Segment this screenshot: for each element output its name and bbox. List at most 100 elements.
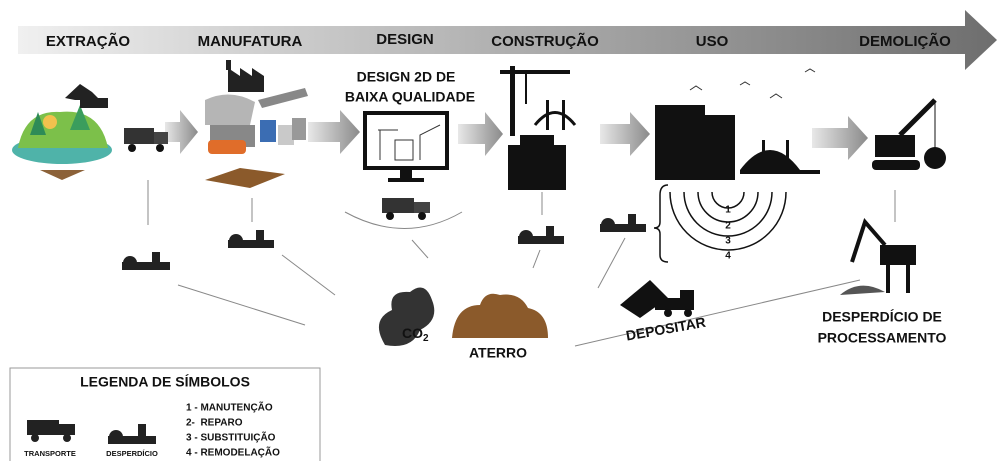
extraction-icon-part [40,170,85,180]
dump-truck-icon-part [680,290,694,310]
processing-icon [840,222,916,295]
legend-item: 1 - MANUTENÇÃO [186,401,273,414]
construction-icon-part [500,70,570,74]
processing-waste-label: PROCESSAMENTO [818,330,947,346]
processing-waste-label: DESPERDÍCIO DE [822,309,942,325]
cycle-rings-part [654,185,668,262]
construction-icon-part [508,145,566,190]
waste-icon [122,214,646,270]
waste-icon-part [229,234,243,248]
use-icon-part [655,105,705,180]
demolition-icon-part [875,135,915,157]
processing-icon-part [906,265,910,293]
legend-transport-icon-part [63,434,71,442]
extraction-icon-part [65,84,100,100]
manufacturing-icon-part [205,94,255,125]
legend-item: 3 - SUBSTITUIÇÃO [186,431,276,444]
design-icon-part [400,168,412,178]
legend-waste-icon-part [109,430,123,444]
transport-icon-part [386,212,394,220]
waste-icon-part [123,256,137,270]
transport-icon-part [418,212,426,220]
use-icon-part [762,140,765,170]
transport-icon-part [156,144,164,152]
manufacturing-icon-part [228,68,264,92]
extraction-icon-part [18,112,108,148]
flow-arrows-part [165,110,198,154]
manufacturing-icon-part [292,118,306,140]
design-note: BAIXA QUALIDADE [345,89,475,105]
cycle-number: 3 [725,236,731,247]
construction-icon-part [535,113,575,126]
manufacturing-icon-part [226,60,231,70]
construction-icon [500,66,575,190]
stage-label: DEMOLIÇÃO [859,32,951,50]
landfill-label: ATERRO [469,345,527,361]
construction-icon-part [525,74,527,104]
legend-symbol-label: DESPERDÍCIO [106,449,158,458]
stage-label: DESIGN [376,31,434,48]
dump-truck-icon [620,280,694,318]
demolition-icon-part [924,147,946,169]
design-arc [345,212,462,229]
legend-item: 4 - REMODELAÇÃO [186,446,280,459]
landfill-icon-part [452,294,548,338]
waste-lines-part [178,285,305,325]
stage-label: EXTRAÇÃO [46,32,131,50]
flow-arrows-part [308,110,360,154]
transport-icon [382,198,430,220]
extraction-icon [12,84,112,180]
construction-icon-part [562,100,565,130]
transport-icon-part [124,128,154,144]
emission-subscript: 2 [423,333,429,344]
extraction-icon-part [80,98,108,108]
use-icon-part [786,140,789,170]
flow-arrows-part [812,116,868,160]
transport-icon-part [154,132,168,144]
demolition-icon-part [900,100,935,135]
manufacturing-icon-part [278,125,294,145]
stage-label: USO [696,33,729,50]
stage-label: MANUFATURA [198,33,303,50]
processing-icon-part [840,286,885,295]
manufacturing-icon [205,60,308,188]
transport-icon-part [382,198,414,213]
waste-lines-part [598,238,625,288]
waste-icon-part [519,230,533,244]
manufacturing-icon-part [258,88,308,108]
waste-lines-part [412,240,428,258]
manufacturing-icon-part [208,140,246,154]
landfill-icon [452,294,548,338]
cycle-number: 4 [725,251,731,262]
deposit-label: DEPOSITAR [625,314,707,344]
cycle-number: 1 [725,205,731,216]
waste-lines-part [533,250,540,268]
transport-icon-part [128,144,136,152]
flow-arrows-part [458,112,503,156]
legend-title: LEGENDA DE SÍMBOLOS [80,374,250,390]
emission-label: CO [402,325,423,341]
stage-label: CONSTRUÇÃO [491,32,599,50]
cycle-number: 2 [725,221,731,232]
manufacturing-icon-part [205,168,285,188]
transport-icon [124,128,168,152]
design-note: DESIGN 2D DE [357,69,456,85]
processing-icon-part [886,265,890,293]
manufacturing-icon-part [260,120,276,142]
demolition-icon [872,100,946,170]
design-icon-part [388,178,424,182]
cycle-rings [654,185,786,262]
design-icon [365,113,447,182]
legend-transport-icon-part [31,434,39,442]
use-icon-part [690,69,815,98]
construction-icon-part [546,100,549,130]
dump-truck-icon-part [664,309,672,317]
flow-arrows-part [600,112,650,156]
transport-icon-part [414,202,430,213]
lifecycle-diagram: EXTRAÇÃO MANUFATURA DESIGN CONSTRUÇÃO US… [0,0,997,461]
processing-icon-part [880,245,916,265]
use-icon-part [700,115,735,180]
extraction-icon-part [43,115,57,129]
legend-item: 2- REPARO [186,418,243,429]
legend-transport-icon-part [27,420,59,435]
